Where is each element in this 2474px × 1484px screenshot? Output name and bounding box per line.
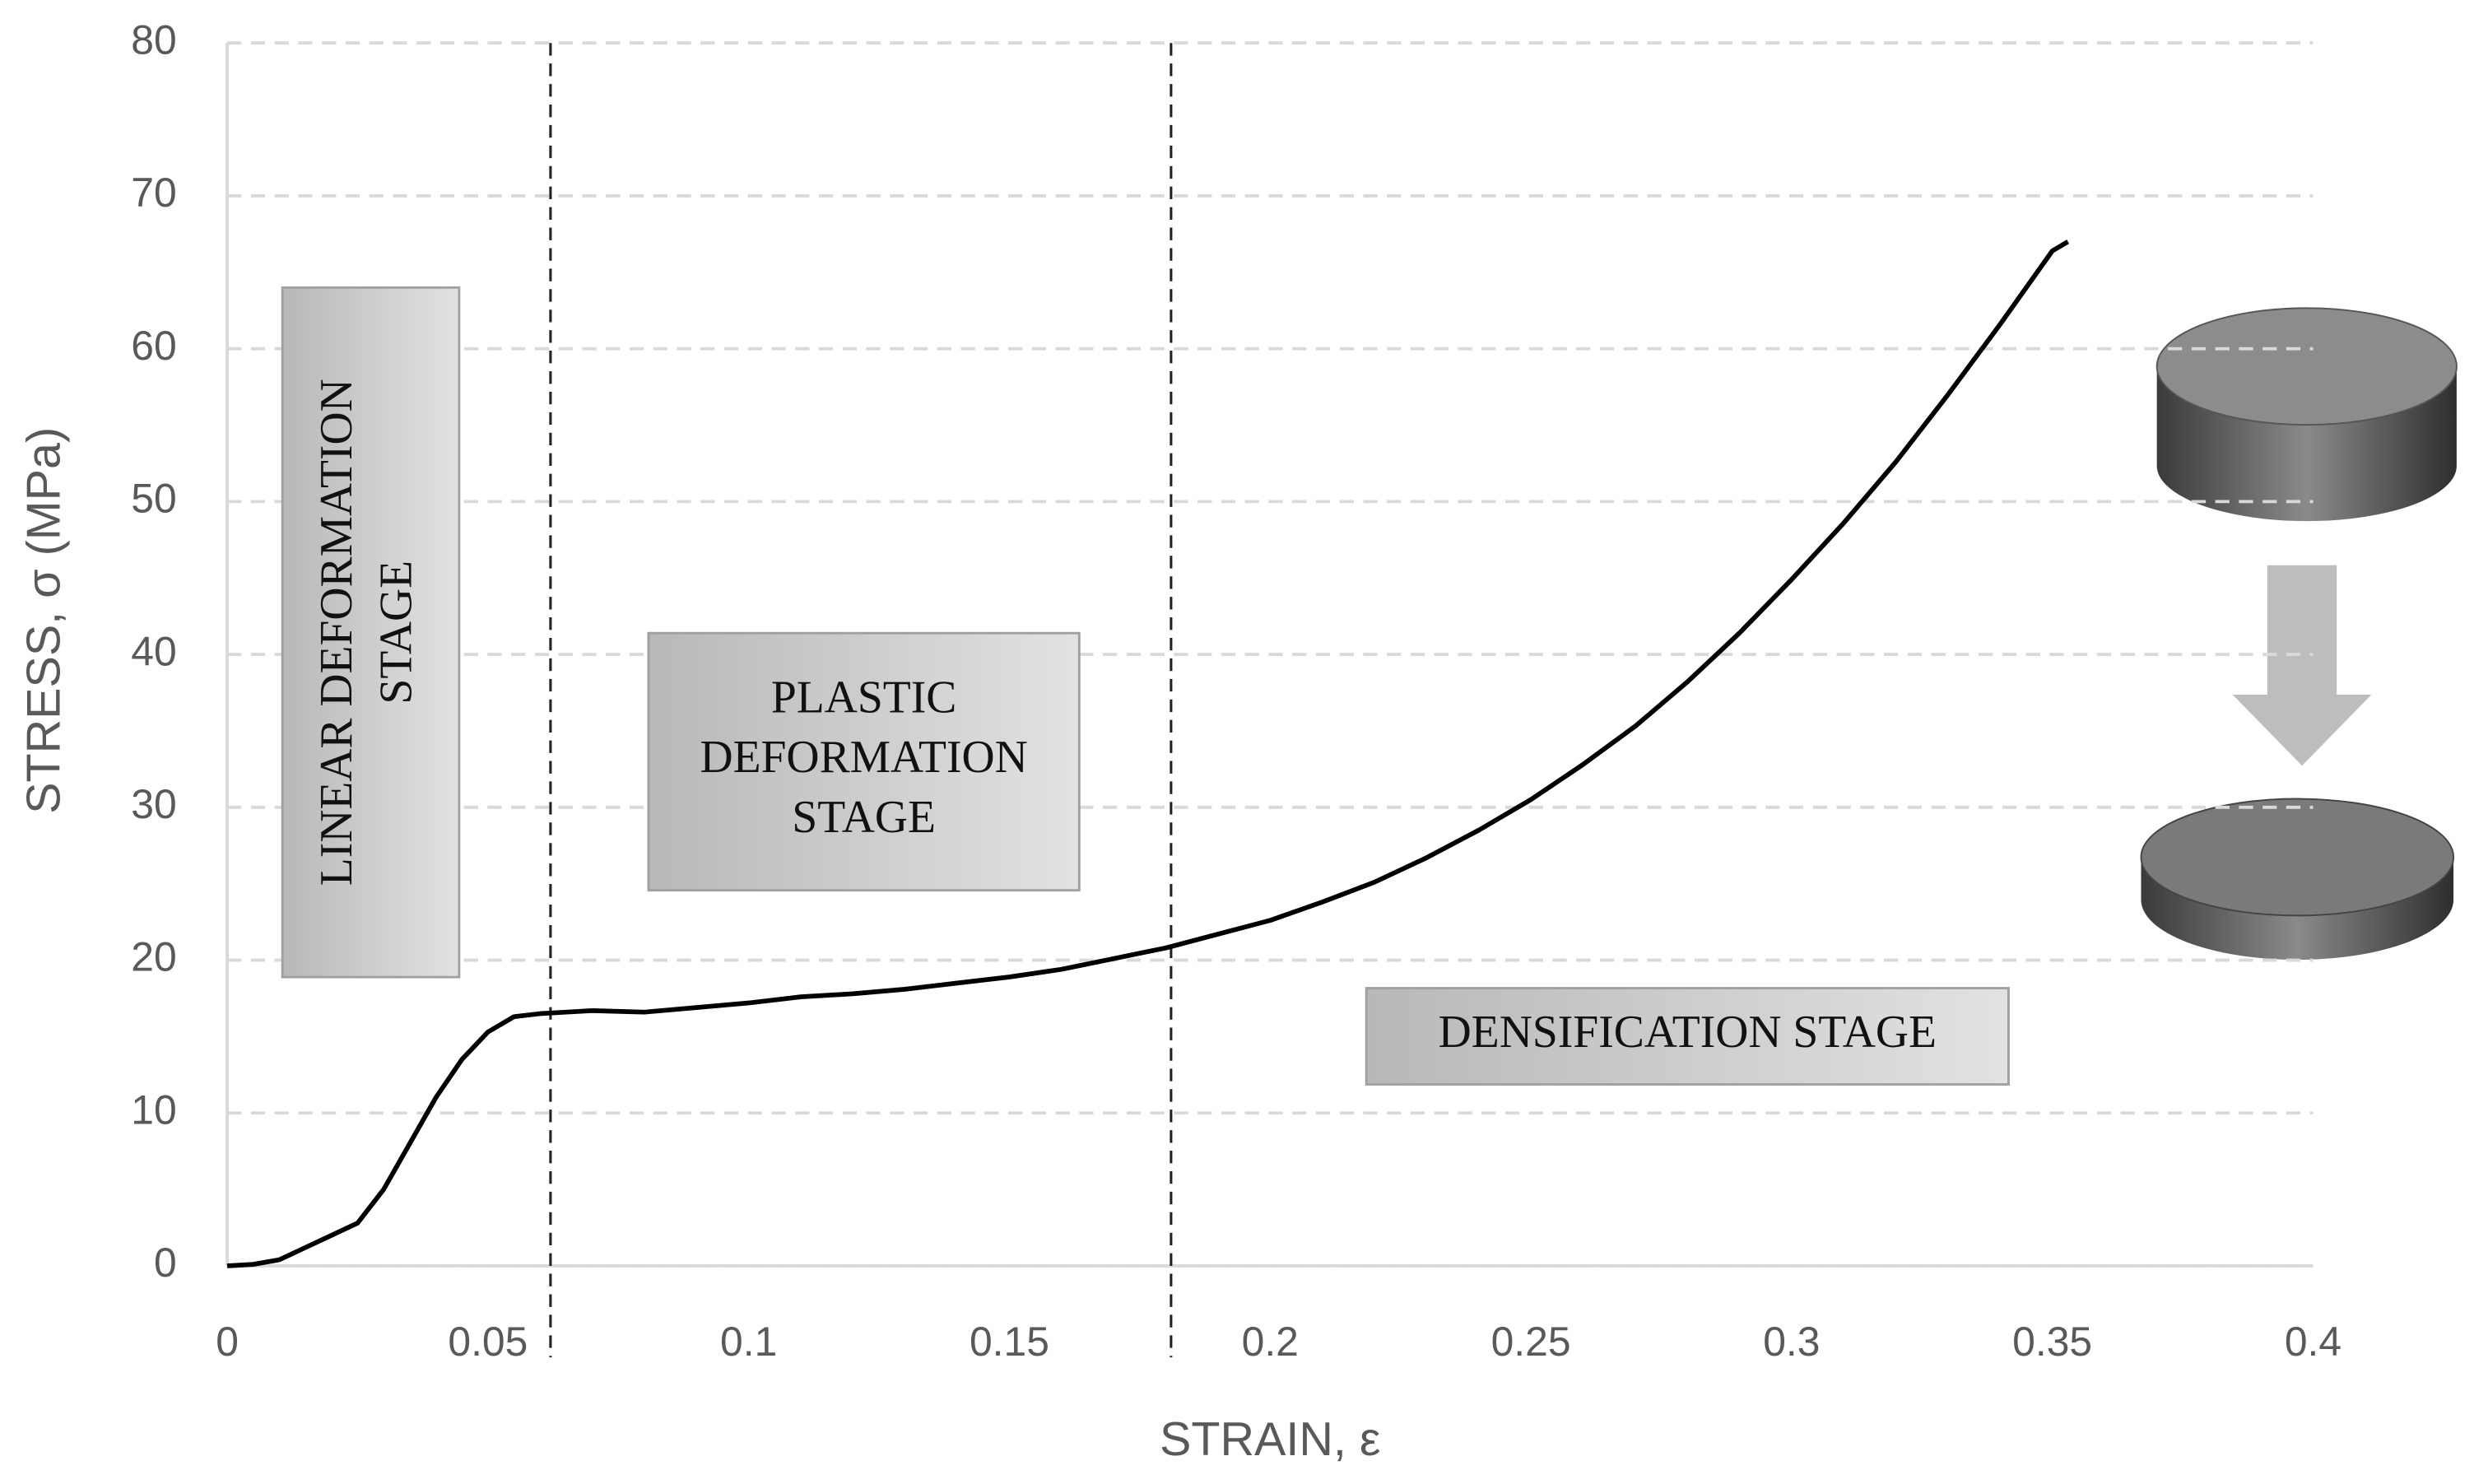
annotation-box [647, 631, 1081, 892]
sample-before-top [2155, 307, 2458, 426]
x-tick-label: 0.2 [1242, 1319, 1299, 1365]
y-tick-label: 50 [131, 476, 176, 522]
sample-after-top [2140, 798, 2455, 917]
y-tick-label: 70 [131, 170, 176, 216]
annotation-text: DEFORMATION [700, 732, 1027, 783]
y-tick-label: 30 [131, 781, 176, 827]
x-tick-label: 0 [216, 1319, 239, 1365]
annotation-box [281, 286, 461, 979]
y-axis-title: STRESS, σ (MPa) [18, 427, 71, 814]
x-tick-label: 0.4 [2285, 1319, 2341, 1365]
x-tick-label: 0.15 [970, 1319, 1049, 1365]
arrow [2232, 565, 2372, 766]
x-tick-label: 0.05 [448, 1319, 528, 1365]
annotation-text: STAGE [792, 792, 936, 843]
annotation-text: PLASTIC [771, 672, 956, 723]
y-tick-label: 60 [131, 323, 176, 369]
x-tick-label: 0.35 [2012, 1319, 2092, 1365]
annotation-text: DENSIFICATION STAGE [1439, 1007, 1937, 1058]
x-tick-label: 0.3 [1763, 1319, 1820, 1365]
y-tick-label: 10 [131, 1086, 176, 1133]
annotation-text: STAGE [371, 561, 422, 705]
y-tick-label: 40 [131, 628, 176, 674]
x-tick-label: 0.1 [720, 1319, 777, 1365]
annotation-box [1365, 987, 2010, 1086]
sample-images [2140, 307, 2458, 961]
x-axis-title: STRAIN, ε [1160, 1413, 1380, 1466]
y-tick-label: 20 [131, 934, 176, 980]
annotation-text: LINEAR DEFORMATION [311, 379, 362, 886]
x-tick-label: 0.25 [1491, 1319, 1571, 1365]
y-tick-label: 80 [131, 16, 176, 63]
y-tick-label: 0 [154, 1240, 177, 1286]
stress-strain-curve [226, 240, 2070, 1268]
